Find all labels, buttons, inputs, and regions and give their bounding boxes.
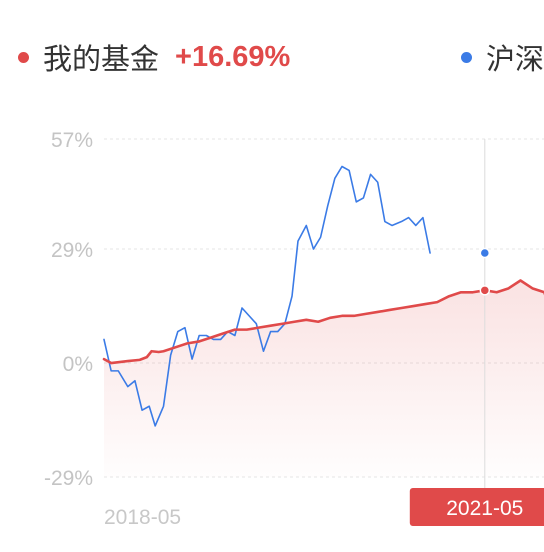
x-tick-label: 2018-05 bbox=[104, 506, 181, 529]
marker-fund bbox=[480, 286, 489, 295]
crosshair-date-label: 2021-05 bbox=[446, 497, 523, 520]
fund-area-fill bbox=[104, 280, 544, 477]
y-tick-label: -29% bbox=[44, 467, 93, 490]
marker-index bbox=[480, 248, 489, 257]
y-tick-label: 29% bbox=[51, 239, 93, 262]
y-tick-label: 0% bbox=[63, 353, 93, 376]
y-tick-label: 57% bbox=[51, 129, 93, 152]
